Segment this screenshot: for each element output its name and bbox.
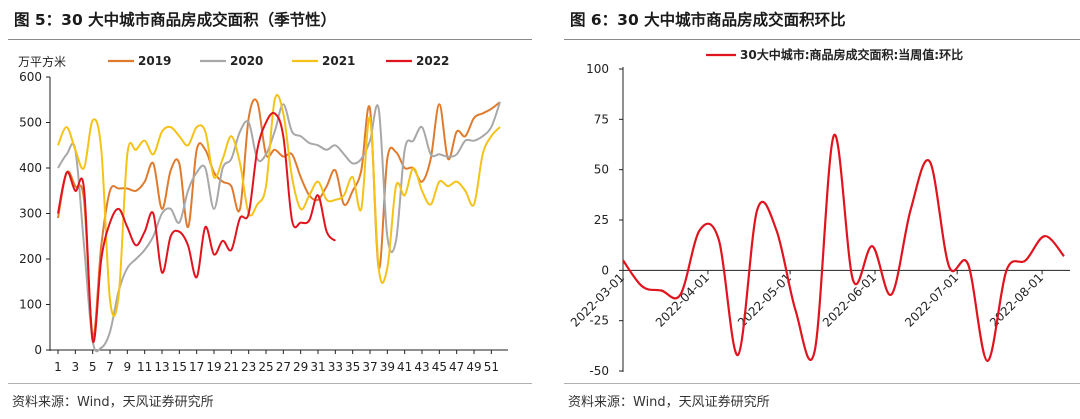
left-x-tick-label: 25	[258, 360, 273, 374]
left-x-tick-label: 23	[241, 360, 256, 374]
left-x-tick-label: 31	[310, 360, 325, 374]
series-line-2021	[57, 93, 501, 317]
left-title-divider	[8, 39, 532, 40]
left-y-tick-label: 0	[34, 343, 42, 357]
left-y-tick-label: 500	[19, 116, 42, 130]
left-chart-title: 图 5：30 大中城市商品房成交面积（季节性）	[14, 11, 337, 29]
right-y-tick-label: 75	[594, 112, 609, 126]
left-x-tick-label: 3	[72, 360, 80, 374]
right-x-tick-label: 2022-08-01	[987, 271, 1046, 330]
left-x-tick-label: 37	[362, 360, 377, 374]
right-chart-title: 图 6：30 大中城市商品房成交面积环比	[570, 11, 846, 29]
left-y-tick-label: 400	[19, 161, 42, 175]
right-y-tick-label: 0	[601, 263, 609, 277]
left-x-tick-label: 45	[432, 360, 447, 374]
left-x-tick-label: 15	[172, 360, 187, 374]
left-x-tick-label: 13	[154, 360, 169, 374]
legend-label-2021: 2021	[322, 54, 355, 68]
left-x-tick-label: 43	[414, 360, 429, 374]
series-line-2022	[57, 111, 337, 344]
left-x-tick-label: 19	[206, 360, 221, 374]
left-x-tick-label: 27	[276, 360, 291, 374]
right-source-note: 资料来源：Wind，天风证券研究所	[568, 395, 770, 410]
left-source-note: 资料来源：Wind，天风证券研究所	[12, 395, 214, 410]
right-y-tick-label: -25	[589, 314, 609, 328]
series-line-2020	[57, 101, 501, 353]
left-x-tick-label: 33	[328, 360, 343, 374]
right-x-tick-label: 2022-06-01	[820, 271, 879, 330]
right-source-divider	[564, 383, 1080, 384]
left-x-tick-label: 49	[466, 360, 481, 374]
right-y-tick-label: 100	[586, 62, 609, 76]
left-x-tick-label: 39	[380, 360, 395, 374]
left-source-divider	[8, 383, 532, 384]
legend-label-2019: 2019	[138, 54, 171, 68]
left-y-tick-label: 300	[19, 207, 42, 221]
right-series-line	[622, 133, 1065, 363]
right-y-tick-label: 25	[594, 213, 609, 227]
left-x-tick-label: 29	[293, 360, 308, 374]
left-chart-panel: 图 5：30 大中城市商品房成交面积（季节性） 0 100 200 300 400 500…	[0, 0, 532, 419]
right-x-tick-label: 2022-04-01	[653, 271, 712, 330]
left-y-tick-label: 100	[19, 298, 42, 312]
legend-label-2022: 2022	[416, 54, 449, 68]
left-y-tick-label: 600	[19, 70, 42, 84]
left-x-tick-label: 7	[106, 360, 114, 374]
left-x-tick-label: 41	[397, 360, 412, 374]
left-x-tick-label: 1	[54, 360, 62, 374]
left-y-tick-label: 200	[19, 252, 42, 266]
left-x-tick-label: 35	[345, 360, 360, 374]
right-chart-panel: 图 6：30 大中城市商品房成交面积环比 -50 -25 0 25 50 75 100 202…	[556, 0, 1080, 419]
left-x-tick-label: 47	[449, 360, 464, 374]
right-y-tick-label: -50	[589, 364, 609, 378]
left-x-tick-label: 21	[224, 360, 239, 374]
left-x-tick-label: 5	[89, 360, 97, 374]
left-x-tick-label: 9	[124, 360, 132, 374]
right-legend-label: 30大中城市:商品房成交面积:当周值:环比	[740, 47, 963, 62]
legend-label-2020: 2020	[230, 54, 263, 68]
right-x-tick-label: 2022-07-01	[902, 271, 961, 330]
left-x-tick-label: 51	[484, 360, 499, 374]
left-x-tick-label: 11	[137, 360, 152, 374]
series-line-2019	[57, 98, 501, 338]
left-x-tick-label: 17	[189, 360, 204, 374]
right-title-divider	[564, 39, 1080, 40]
left-y-unit-label: 万平方米	[18, 54, 66, 69]
right-y-tick-label: 50	[594, 163, 609, 177]
